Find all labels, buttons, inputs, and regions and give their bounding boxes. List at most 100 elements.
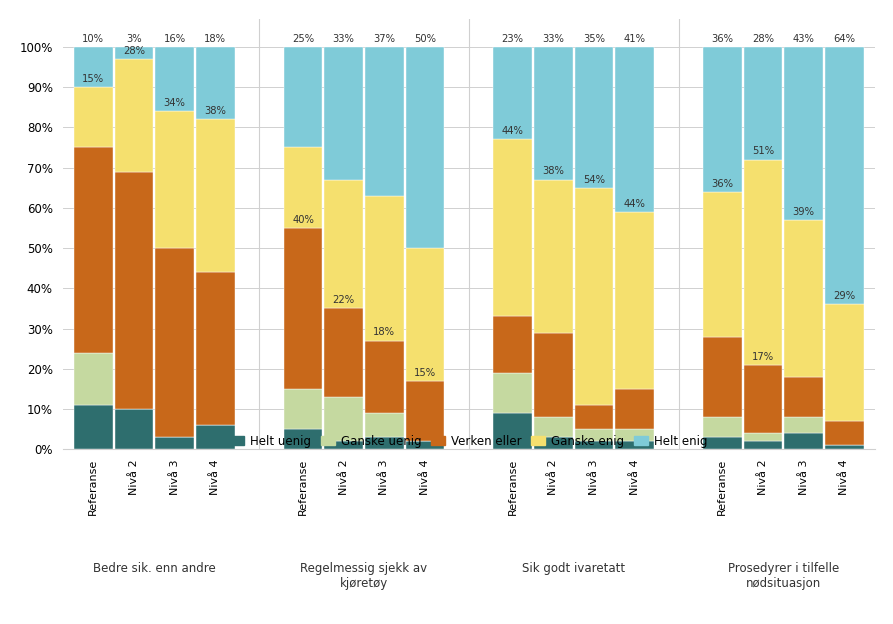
Bar: [575, 405, 613, 429]
Text: 37%: 37%: [373, 34, 396, 44]
Bar: [405, 47, 444, 248]
Bar: [74, 147, 113, 353]
Bar: [365, 341, 404, 413]
Bar: [784, 377, 823, 417]
Bar: [744, 47, 782, 160]
Bar: [155, 437, 194, 449]
Bar: [494, 316, 532, 373]
Bar: [405, 381, 444, 441]
Bar: [784, 417, 823, 433]
Bar: [324, 441, 363, 449]
Text: 29%: 29%: [833, 291, 855, 301]
Text: 18%: 18%: [373, 328, 396, 338]
Text: 28%: 28%: [752, 34, 774, 44]
Text: 51%: 51%: [752, 147, 774, 157]
Text: 43%: 43%: [793, 34, 814, 44]
Text: 44%: 44%: [502, 126, 523, 136]
Text: 15%: 15%: [82, 74, 104, 84]
Bar: [74, 353, 113, 405]
Bar: [365, 196, 404, 341]
Bar: [196, 47, 235, 119]
Text: 38%: 38%: [542, 167, 564, 177]
Bar: [825, 47, 864, 305]
Bar: [114, 409, 154, 449]
Bar: [324, 308, 363, 397]
Bar: [494, 139, 532, 316]
Bar: [615, 441, 654, 449]
Text: 33%: 33%: [542, 34, 564, 44]
Bar: [114, 172, 154, 409]
Bar: [703, 336, 741, 417]
Bar: [284, 389, 322, 429]
Bar: [825, 446, 864, 449]
Bar: [703, 437, 741, 449]
Text: 18%: 18%: [204, 34, 226, 44]
Bar: [575, 47, 613, 188]
Bar: [784, 220, 823, 377]
Bar: [494, 413, 532, 449]
Bar: [284, 429, 322, 449]
Bar: [155, 47, 194, 111]
Text: Prosedyrer i tilfelle
nødsituasjon: Prosedyrer i tilfelle nødsituasjon: [728, 562, 839, 590]
Bar: [324, 180, 363, 308]
Bar: [196, 272, 235, 425]
Bar: [534, 417, 572, 437]
Bar: [114, 59, 154, 172]
Bar: [74, 47, 113, 87]
Bar: [284, 147, 322, 228]
Bar: [284, 228, 322, 389]
Text: 23%: 23%: [502, 34, 523, 44]
Bar: [744, 160, 782, 365]
Bar: [744, 433, 782, 441]
Text: 36%: 36%: [712, 34, 733, 44]
Text: 50%: 50%: [414, 34, 436, 44]
Bar: [615, 429, 654, 441]
Bar: [494, 47, 532, 139]
Bar: [494, 373, 532, 413]
Text: 33%: 33%: [333, 34, 355, 44]
Bar: [744, 365, 782, 433]
Bar: [196, 119, 235, 272]
Bar: [703, 47, 741, 192]
Text: 64%: 64%: [833, 34, 855, 44]
Text: 41%: 41%: [623, 34, 646, 44]
Bar: [196, 425, 235, 449]
Text: 10%: 10%: [82, 34, 104, 44]
Bar: [405, 248, 444, 381]
Text: 16%: 16%: [163, 34, 186, 44]
Bar: [324, 47, 363, 180]
Text: 38%: 38%: [204, 106, 226, 116]
Text: Regelmessig sjekk av
kjøretøy: Regelmessig sjekk av kjøretøy: [300, 562, 428, 590]
Text: 54%: 54%: [583, 175, 605, 185]
Bar: [615, 47, 654, 212]
Bar: [534, 333, 572, 417]
Bar: [784, 433, 823, 449]
Bar: [575, 441, 613, 449]
Text: 40%: 40%: [292, 215, 314, 225]
Text: Sik godt ivaretatt: Sik godt ivaretatt: [522, 562, 625, 575]
Bar: [74, 87, 113, 147]
Text: 34%: 34%: [163, 98, 186, 108]
Bar: [575, 429, 613, 441]
Bar: [615, 389, 654, 429]
Bar: [534, 180, 572, 333]
Bar: [615, 212, 654, 389]
Text: 25%: 25%: [292, 34, 314, 44]
Bar: [155, 248, 194, 437]
Bar: [825, 305, 864, 421]
Bar: [575, 188, 613, 405]
Bar: [825, 421, 864, 446]
Legend: Helt uenig, Ganske uenig, Verken eller, Ganske enig, Helt enig: Helt uenig, Ganske uenig, Verken eller, …: [230, 435, 707, 447]
Text: 22%: 22%: [332, 295, 355, 305]
Bar: [703, 417, 741, 437]
Bar: [534, 47, 572, 180]
Text: 36%: 36%: [712, 178, 733, 188]
Text: 17%: 17%: [752, 351, 774, 361]
Bar: [365, 413, 404, 437]
Text: 28%: 28%: [123, 46, 145, 56]
Bar: [534, 437, 572, 449]
Bar: [365, 47, 404, 196]
Bar: [365, 437, 404, 449]
Text: 35%: 35%: [583, 34, 605, 44]
Text: 39%: 39%: [793, 207, 814, 217]
